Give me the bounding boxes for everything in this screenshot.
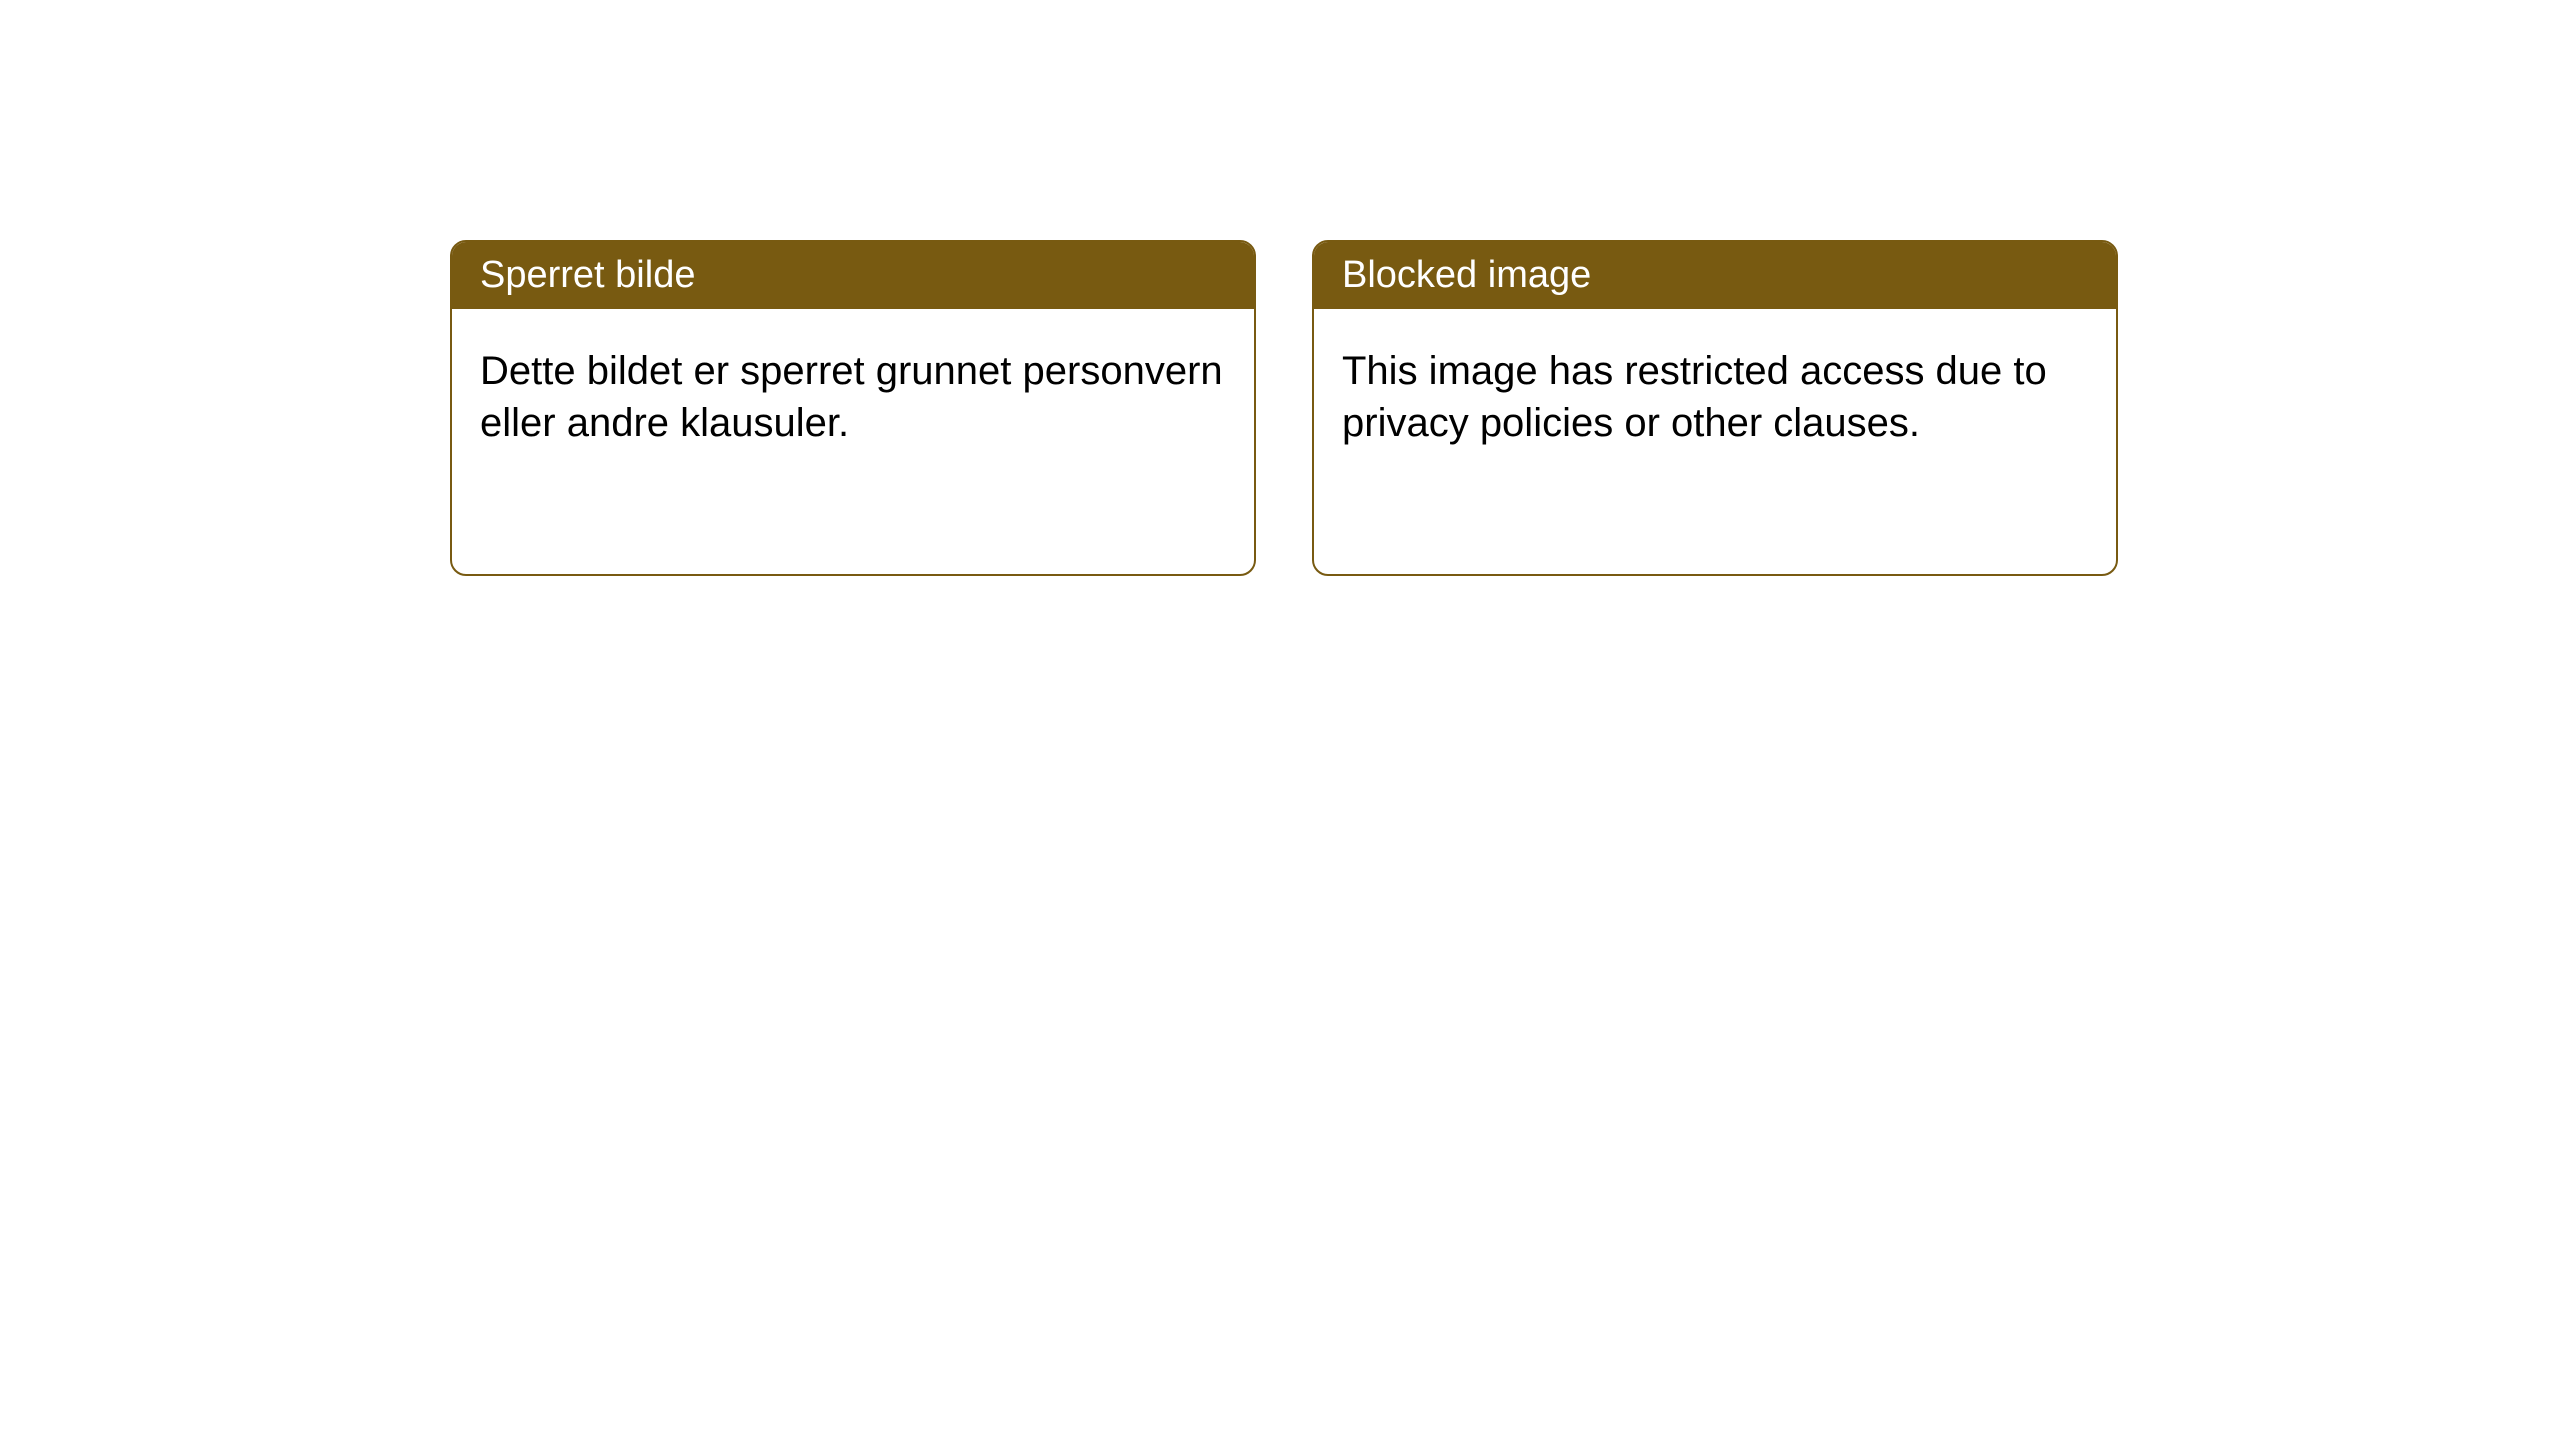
card-title: Sperret bilde [452, 242, 1254, 309]
card-body: Dette bildet er sperret grunnet personve… [452, 309, 1254, 485]
notice-cards-row: Sperret bilde Dette bildet er sperret gr… [450, 240, 2118, 576]
blocked-image-card-no: Sperret bilde Dette bildet er sperret gr… [450, 240, 1256, 576]
card-title: Blocked image [1314, 242, 2116, 309]
blocked-image-card-en: Blocked image This image has restricted … [1312, 240, 2118, 576]
card-body: This image has restricted access due to … [1314, 309, 2116, 485]
